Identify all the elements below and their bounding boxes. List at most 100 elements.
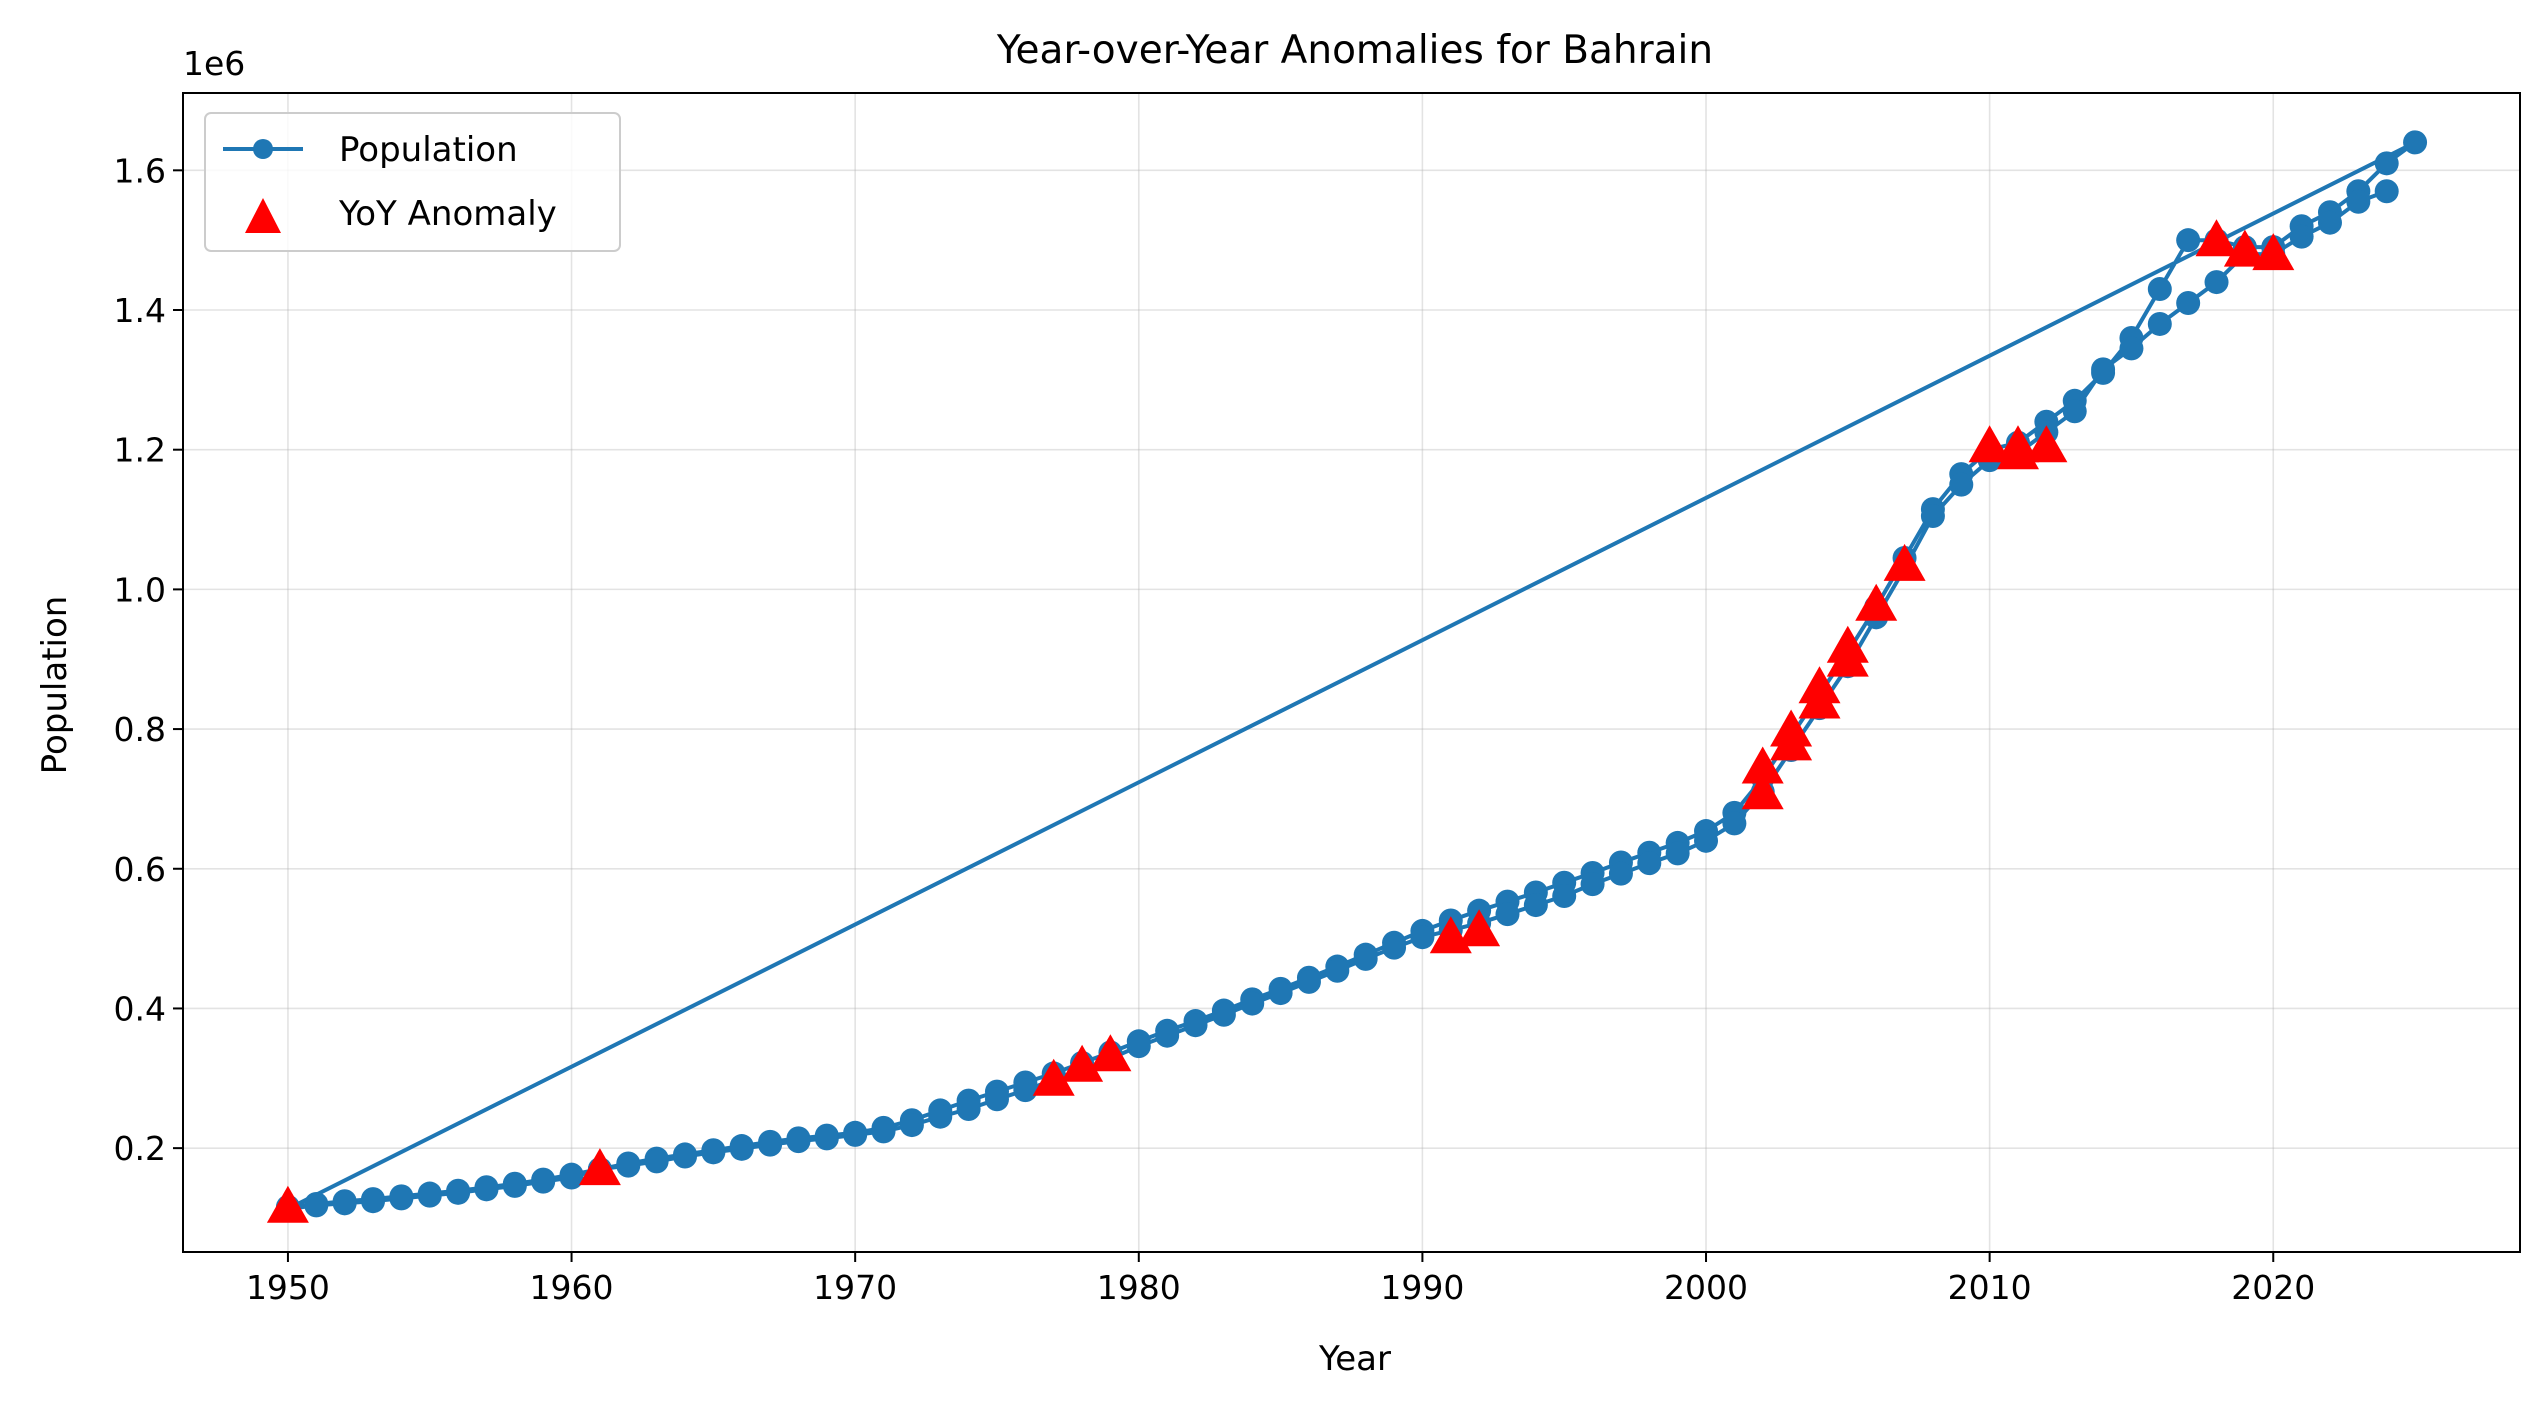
x-tick-label: 1970 — [813, 1268, 897, 1307]
population-point — [1949, 472, 1974, 497]
population-point — [417, 1183, 442, 1208]
anomaly-marker — [1826, 625, 1869, 663]
population-point — [644, 1149, 669, 1174]
population-point — [304, 1193, 329, 1218]
population-point — [1183, 1013, 1208, 1038]
population-point — [2147, 277, 2172, 302]
legend-frame — [204, 112, 621, 252]
y-tick-label: 0.8 — [114, 710, 166, 749]
population-point — [361, 1189, 386, 1214]
population-point — [729, 1136, 754, 1161]
anomaly-marker — [1770, 709, 1813, 747]
population-point — [389, 1186, 414, 1211]
anomaly-marker — [2223, 229, 2266, 267]
population-point — [1495, 902, 1520, 927]
y-tick-label: 1.6 — [114, 151, 166, 190]
population-point — [1694, 828, 1719, 853]
population-point — [871, 1119, 896, 1144]
population-point — [1155, 1023, 1180, 1048]
population-point — [1126, 1034, 1151, 1059]
y-tick-label: 1.2 — [114, 431, 166, 470]
y-scale-label: 1e6 — [183, 44, 245, 83]
x-tick-label: 2020 — [2231, 1268, 2315, 1307]
axis-ticks: 1950 1960 1970 1980 1990 2000 2010 2020 0.2 0.4 0.… — [114, 151, 2316, 1307]
population-point — [1665, 841, 1690, 866]
x-tick-label: 1950 — [246, 1268, 330, 1307]
population-point — [474, 1177, 499, 1202]
anomaly-marker — [1741, 746, 1784, 784]
population-point — [2062, 399, 2087, 424]
chart-title: Year-over-Year Anomalies for Bahrain — [996, 28, 1713, 73]
anomaly-marker — [2252, 233, 2295, 271]
population-point — [673, 1144, 698, 1169]
legend-anomaly-marker — [245, 198, 281, 233]
population-point — [1523, 893, 1548, 918]
population-point — [956, 1097, 981, 1122]
y-tick-label: 1.0 — [114, 570, 166, 609]
anomaly-marker — [1089, 1034, 1132, 1072]
x-tick-label: 1960 — [530, 1268, 614, 1307]
population-point — [1552, 884, 1577, 909]
population-point — [1013, 1078, 1038, 1103]
legend-population-marker — [253, 139, 273, 159]
population-point — [1325, 958, 1350, 983]
population-point — [1296, 969, 1321, 994]
population-point — [616, 1153, 641, 1178]
y-tick-label: 0.4 — [114, 989, 166, 1028]
legend: Population YoY Anomaly — [204, 112, 621, 252]
anomaly-marker — [1968, 425, 2011, 463]
anomaly-marker — [578, 1148, 621, 1186]
population-point — [899, 1113, 924, 1138]
population-point — [2176, 291, 2201, 316]
population-point — [1580, 872, 1605, 897]
x-tick-label: 2000 — [1664, 1268, 1748, 1307]
anomaly-marker — [266, 1185, 309, 1223]
population-point — [1353, 946, 1378, 971]
plot-area — [266, 130, 2428, 1223]
anomaly-marker — [1458, 909, 1501, 947]
population-point — [1211, 1002, 1236, 1027]
population-point — [2289, 224, 2314, 249]
anomaly-marker — [1798, 666, 1841, 704]
axes-frame — [182, 92, 2521, 1253]
anomaly-marker — [1855, 583, 1898, 621]
population-point — [2091, 357, 2116, 382]
population-point — [2374, 151, 2399, 176]
population-point — [2176, 228, 2201, 253]
population-point — [843, 1122, 868, 1147]
x-tick-label: 1980 — [1097, 1268, 1181, 1307]
population-point — [1920, 504, 1945, 529]
x-axis-label: Year — [1318, 1339, 1391, 1379]
population-point — [502, 1173, 527, 1198]
population-point — [2317, 210, 2342, 235]
population-point — [786, 1129, 811, 1154]
population-point — [1268, 981, 1293, 1006]
population-point — [1410, 925, 1435, 950]
population-point — [984, 1087, 1009, 1112]
population-point — [2147, 311, 2172, 336]
population-point — [2119, 336, 2144, 361]
population-point — [814, 1126, 839, 1151]
population-point — [928, 1104, 953, 1129]
population-point — [1240, 991, 1265, 1016]
population-point — [1382, 935, 1407, 960]
population-point — [2346, 189, 2371, 214]
y-tick-label: 0.2 — [114, 1129, 166, 1168]
legend-anomaly-label: YoY Anomaly — [338, 194, 557, 234]
y-axis-label: Population — [35, 596, 75, 775]
population-point — [2374, 179, 2399, 204]
population-point — [1637, 851, 1662, 876]
population-point — [2204, 270, 2229, 295]
anomaly-marker — [2025, 425, 2068, 463]
anomaly-marker — [1883, 543, 1926, 581]
anomaly-marker — [1061, 1044, 1104, 1082]
y-tick-label: 1.4 — [114, 291, 166, 330]
population-point — [2403, 130, 2428, 155]
anomaly-marker — [1032, 1058, 1075, 1096]
population-point — [531, 1169, 556, 1194]
anomaly-marker — [2195, 219, 2238, 257]
population-point — [701, 1140, 726, 1165]
anomaly-marker — [1741, 772, 1784, 810]
